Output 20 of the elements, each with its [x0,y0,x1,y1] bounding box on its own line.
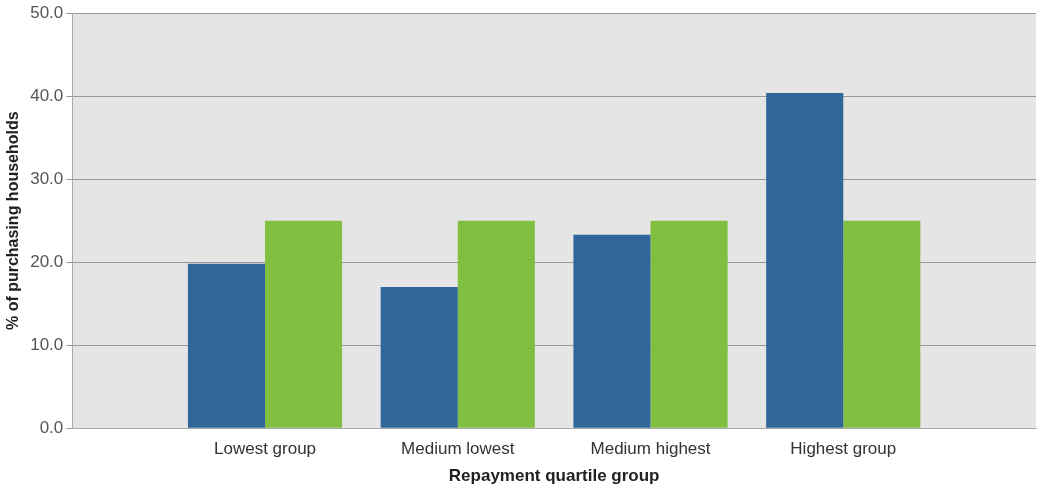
bar [187,263,266,428]
x-axis-title: Repayment quartile group [448,466,660,486]
y-tick-label: 50.0 [30,2,64,22]
x-tick-label: Lowest group [213,439,317,459]
x-tick-label: Medium lowest [401,439,515,459]
bar [265,220,343,428]
bar [843,220,921,428]
bar [457,220,535,428]
y-axis-title: % of purchasing households [4,111,22,331]
bar [380,287,458,428]
bar [650,220,728,428]
y-tick-label: 40.0 [30,85,64,105]
bar [573,234,651,428]
x-tick-label: Medium highest [590,439,711,459]
bar [766,92,844,428]
x-tick-label: Highest group [790,439,897,459]
y-tick-label: 0.0 [39,417,64,437]
y-tick-label: 30.0 [30,168,64,188]
y-tick-label: 10.0 [30,334,64,354]
y-tick-label: 20.0 [30,251,64,271]
